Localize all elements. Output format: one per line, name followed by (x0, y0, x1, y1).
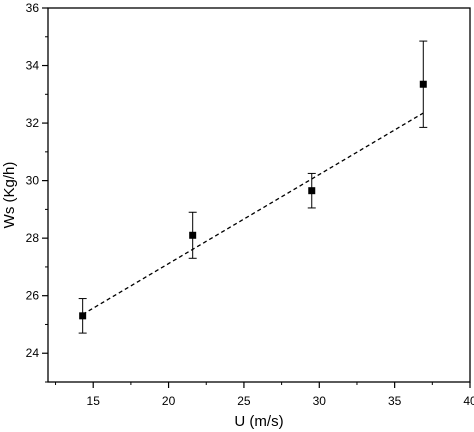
y-tick-label: 34 (26, 59, 40, 73)
data-point (79, 312, 87, 320)
y-tick-label: 36 (26, 1, 40, 15)
plot-area (47, 7, 471, 383)
y-tick-label: 32 (26, 116, 40, 130)
x-tick-label: 15 (87, 394, 101, 408)
x-tick-label: 30 (313, 394, 327, 408)
x-axis-ticks: 15 20 25 30 35 40 (55, 382, 474, 408)
y-tick-label: 26 (26, 289, 40, 303)
y-axis-ticks: 24 26 28 30 32 34 36 (26, 1, 48, 383)
y-axis-title: Ws (Kg/h) (1, 162, 18, 229)
x-axis-title: U (m/s) (234, 413, 283, 430)
x-tick-label: 40 (463, 394, 474, 408)
data-point (189, 231, 197, 239)
y-tick-label: 28 (26, 231, 40, 245)
x-tick-label: 35 (388, 394, 402, 408)
y-tick-label: 24 (26, 346, 40, 360)
plot-frame (47, 7, 471, 383)
data-point (419, 80, 427, 88)
fit-line (82, 112, 424, 315)
x-tick-label: 20 (162, 394, 176, 408)
data-point (308, 187, 316, 195)
x-tick-label: 25 (237, 394, 251, 408)
data-marks (78, 40, 428, 334)
y-tick-label: 30 (26, 174, 40, 188)
